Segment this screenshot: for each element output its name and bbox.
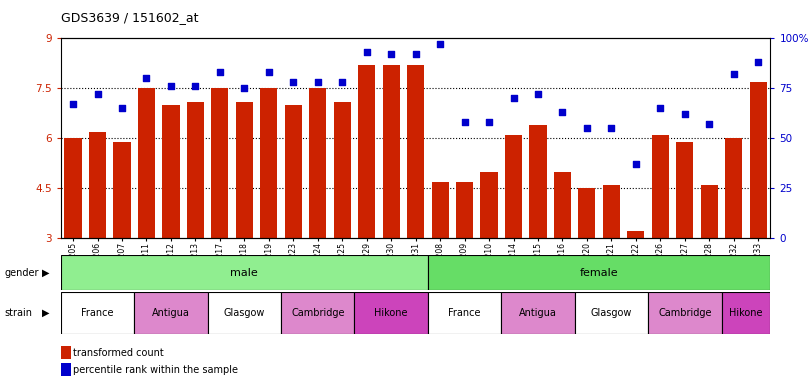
Text: Glasgow: Glasgow xyxy=(224,308,265,318)
Bar xyxy=(648,292,722,334)
Bar xyxy=(501,292,575,334)
Bar xyxy=(333,102,351,238)
Text: France: France xyxy=(448,308,481,318)
Text: Antigua: Antigua xyxy=(519,308,557,318)
Text: male: male xyxy=(230,268,258,278)
Point xyxy=(360,49,373,55)
Point xyxy=(507,95,520,101)
Text: transformed count: transformed count xyxy=(73,348,164,358)
Bar xyxy=(285,105,302,238)
Point xyxy=(581,125,594,131)
Bar xyxy=(358,65,375,238)
Bar xyxy=(309,88,326,238)
Bar xyxy=(187,102,204,238)
Point xyxy=(262,69,275,75)
Bar xyxy=(676,142,693,238)
Bar xyxy=(428,255,770,290)
Bar xyxy=(208,292,281,334)
Bar xyxy=(61,292,135,334)
Text: Hikone: Hikone xyxy=(375,308,408,318)
Text: Antigua: Antigua xyxy=(152,308,190,318)
Point xyxy=(678,111,691,118)
Point xyxy=(434,41,447,48)
Bar xyxy=(701,185,718,238)
Point xyxy=(189,83,202,89)
Text: female: female xyxy=(580,268,619,278)
Bar xyxy=(354,292,428,334)
Bar xyxy=(578,188,595,238)
Point xyxy=(556,109,569,115)
Bar xyxy=(749,82,766,238)
Point xyxy=(311,79,324,85)
Bar xyxy=(383,65,400,238)
Bar xyxy=(65,138,82,238)
Bar xyxy=(114,142,131,238)
Text: strain: strain xyxy=(4,308,32,318)
Bar xyxy=(725,138,742,238)
Point xyxy=(384,51,397,58)
Bar xyxy=(722,292,770,334)
Bar xyxy=(431,182,448,238)
Bar xyxy=(554,172,571,238)
Bar xyxy=(260,88,277,238)
Point xyxy=(458,119,471,125)
Text: Cambridge: Cambridge xyxy=(291,308,345,318)
Bar xyxy=(480,172,498,238)
Point xyxy=(336,79,349,85)
Bar xyxy=(428,292,501,334)
Point xyxy=(238,85,251,91)
Bar xyxy=(575,292,648,334)
Bar xyxy=(505,135,522,238)
Text: percentile rank within the sample: percentile rank within the sample xyxy=(73,365,238,375)
Bar xyxy=(407,65,424,238)
Point xyxy=(115,105,128,111)
Text: GDS3639 / 151602_at: GDS3639 / 151602_at xyxy=(61,12,199,25)
Text: France: France xyxy=(81,308,114,318)
Point xyxy=(91,91,104,98)
Text: ▶: ▶ xyxy=(42,268,49,278)
Point xyxy=(605,125,618,131)
Bar xyxy=(61,255,428,290)
Bar xyxy=(212,88,229,238)
Bar xyxy=(135,292,208,334)
Bar xyxy=(603,185,620,238)
Text: Glasgow: Glasgow xyxy=(590,308,632,318)
Point xyxy=(213,69,226,75)
Point xyxy=(165,83,178,89)
Point xyxy=(629,161,642,167)
Bar xyxy=(530,125,547,238)
Text: gender: gender xyxy=(4,268,39,278)
Text: Cambridge: Cambridge xyxy=(658,308,711,318)
Point xyxy=(409,51,422,58)
Point xyxy=(727,71,740,78)
Bar xyxy=(456,182,473,238)
Text: Hikone: Hikone xyxy=(729,308,762,318)
Point xyxy=(654,105,667,111)
Point xyxy=(531,91,544,98)
Point xyxy=(140,75,153,81)
Bar xyxy=(627,232,645,238)
Bar xyxy=(652,135,669,238)
Bar xyxy=(138,88,155,238)
Bar xyxy=(162,105,179,238)
Bar xyxy=(89,132,106,238)
Point xyxy=(483,119,496,125)
Text: ▶: ▶ xyxy=(42,308,49,318)
Bar xyxy=(236,102,253,238)
Point xyxy=(287,79,300,85)
Point xyxy=(752,59,765,65)
Bar xyxy=(281,292,354,334)
Point xyxy=(67,101,79,108)
Point xyxy=(703,121,716,127)
